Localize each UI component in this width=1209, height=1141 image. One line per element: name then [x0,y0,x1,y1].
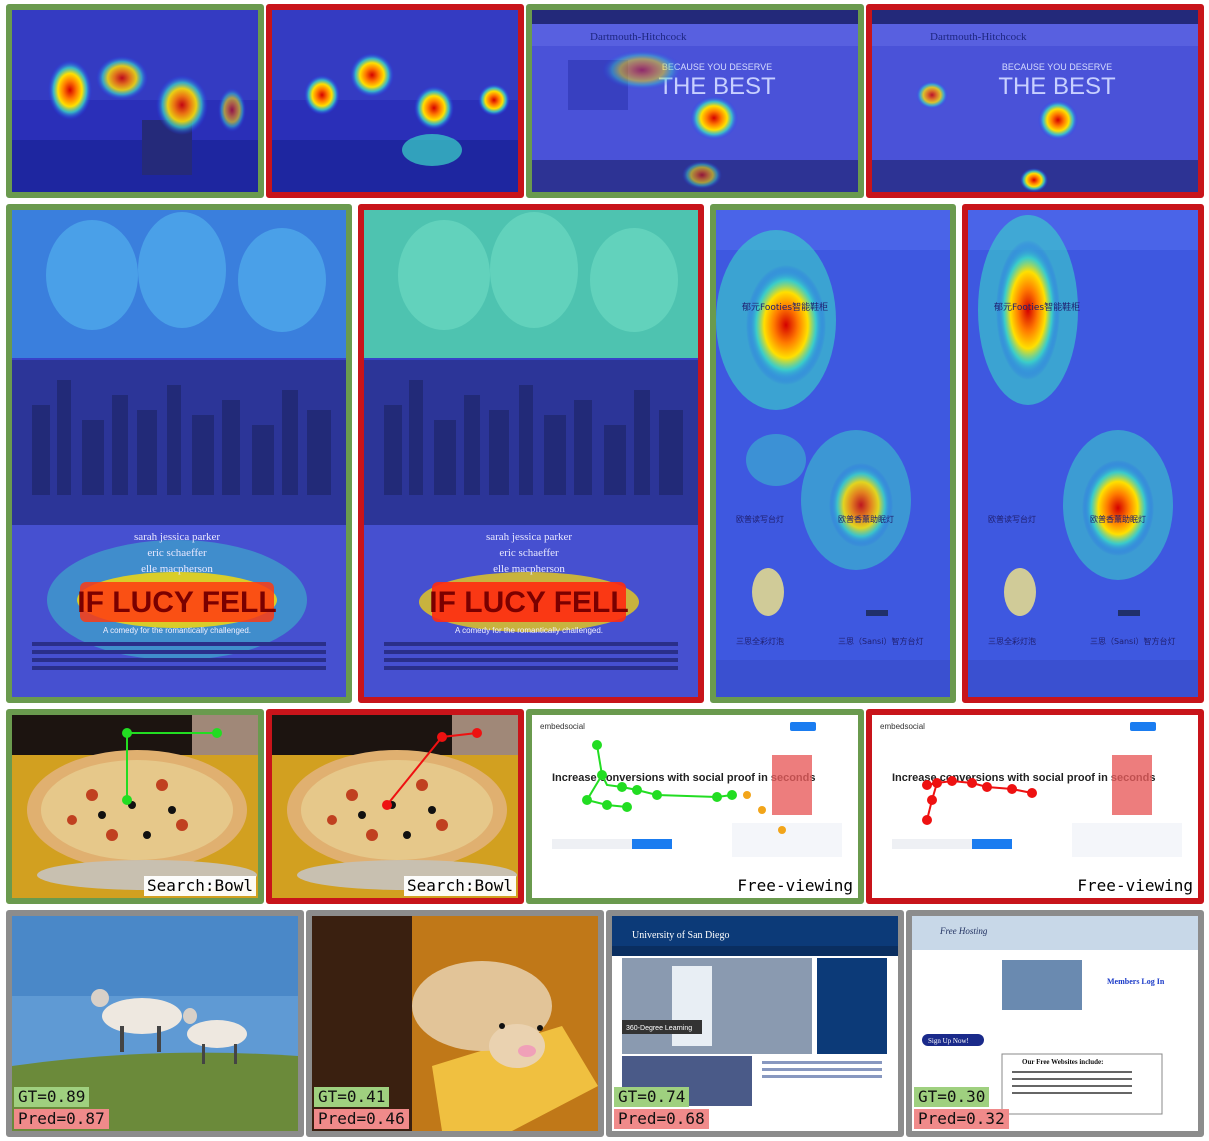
site-title: Free Hosting [939,926,988,936]
poster-title: IF LUCY FELL [77,586,276,619]
scanpath-pred-embedsocial: embedsocial Increase conversions with so… [866,709,1204,904]
poster-heatmap-image: sarah jessica parker eric schaeffer elle… [364,210,698,697]
fixation-point [727,790,737,800]
scanpath-gt-pizza: Search:Bowl [6,709,264,904]
fixation-point [1007,784,1017,794]
banner-big-text: THE BEST [998,73,1116,100]
gt-score-label: GT=0.74 [614,1087,690,1107]
poster-tagline: A comedy for the romantically challenged… [455,626,603,635]
credit-line: eric schaeffer [147,547,207,559]
banner-small-text: BECAUSE YOU DESERVE [662,62,772,72]
product-label: 三思（Sansi）智方台灯 [1090,636,1175,646]
fixation-point [947,776,957,786]
saliency-pred-street [266,4,524,198]
mobile-heatmap-image: 郁元Footies智能鞋柜 欧普读写台灯 欧普香薰助眠灯 三思全彩灯泡 三思（S… [716,210,950,697]
caption: 360-Degree Learning [626,1025,692,1032]
task-tag: Search:Bowl [404,876,516,896]
score-sheep: GT=0.89 Pred=0.87 [6,910,304,1137]
fixation-point [122,728,132,738]
street-heatmap-image [272,10,518,192]
saliency-pred-poster: sarah jessica parker eric schaeffer elle… [358,204,704,703]
street-heatmap-image [12,10,258,192]
site-header-text: Dartmouth-Hitchcock [590,31,687,43]
fixation-point [932,778,942,788]
fixation-point [922,815,932,825]
fixation-point [472,728,482,738]
gt-score-label: GT=0.30 [914,1087,990,1107]
poster-tagline: A comedy for the romantically challenged… [103,626,251,635]
task-tag: Free-viewing [734,876,856,896]
score-university-site: University of San Diego 360-Degree Learn… [606,910,904,1137]
fixation-point [382,800,392,810]
saliency-gt-mobile: 郁元Footies智能鞋柜 欧普读写台灯 欧普香薰助眠灯 三思全彩灯泡 三思（S… [710,204,956,703]
credit-line: elle macpherson [493,563,565,575]
product-label: 三思（Sansi）智方台灯 [838,636,923,646]
saliency-gt-website: Dartmouth-Hitchcock BECAUSE YOU DESERVE … [526,4,864,198]
product-label: 欧普香薰助眠灯 [1090,514,1146,524]
credit-line: sarah jessica parker [134,531,220,543]
fixation-point [1027,788,1037,798]
saliency-gt-street [6,4,264,198]
website-scanpath-image: embedsocial Increase conversions with so… [872,715,1198,898]
product-label: 欧普香薰助眠灯 [838,514,894,524]
fixation-point [712,792,722,802]
mobile-heatmap-image: 郁元Footies智能鞋柜 欧普读写台灯 欧普香薰助眠灯 三思全彩灯泡 三思（S… [968,210,1198,697]
fixation-point [652,790,662,800]
scanpath-pred-pizza: Search:Bowl [266,709,524,904]
product-label: 三思全彩灯泡 [988,636,1036,646]
site-logo: embedsocial [540,722,585,731]
website-scanpath-image: embedsocial Increase conversions with so… [532,715,858,898]
fixation-point [922,780,932,790]
scanpath-gt-embedsocial: embedsocial Increase conversions with so… [526,709,864,904]
headline: Increase conversions with social proof i… [552,772,815,784]
product-label: 欧普读写台灯 [736,514,784,524]
offer-heading: Our Free Websites include: [1022,1058,1103,1066]
website-heatmap-image: Dartmouth-Hitchcock BECAUSE YOU DESERVE … [872,10,1198,192]
website-heatmap-image: Dartmouth-Hitchcock BECAUSE YOU DESERVE … [532,10,858,192]
fixation-point [597,770,607,780]
login-heading: Members Log In [1107,977,1165,986]
pizza-scanpath-image [12,715,258,898]
saliency-gt-poster: sarah jessica parker eric schaeffer elle… [6,204,352,703]
signup-button[interactable]: Sign Up Now! [928,1037,969,1045]
pred-score-label: Pred=0.68 [614,1109,709,1129]
poster-heatmap-image: sarah jessica parker eric schaeffer elle… [12,210,346,697]
fixation-point [967,778,977,788]
task-tag: Free-viewing [1074,876,1196,896]
pizza-scanpath-image [272,715,518,898]
pred-score-label: Pred=0.32 [914,1109,1009,1129]
score-hamster: GT=0.41 Pred=0.46 [306,910,604,1137]
pred-score-label: Pred=0.87 [14,1109,109,1129]
saliency-pred-mobile: 郁元Footies智能鞋柜 欧普读写台灯 欧普香薰助眠灯 三思全彩灯泡 三思（S… [962,204,1204,703]
fixation-point [602,800,612,810]
fixation-point [582,795,592,805]
product-label: 三思全彩灯泡 [736,636,784,646]
fixation-point [437,732,447,742]
fixation-point [982,782,992,792]
site-logo: embedsocial [880,722,925,731]
banner-small-text: BECAUSE YOU DESERVE [1002,62,1112,72]
gt-score-label: GT=0.89 [14,1087,90,1107]
pred-score-label: Pred=0.46 [314,1109,409,1129]
credit-line: elle macpherson [141,563,213,575]
gt-score-label: GT=0.41 [314,1087,390,1107]
product-label: 郁元Footies智能鞋柜 [742,301,828,313]
fixation-point [122,795,132,805]
site-header-text: Dartmouth-Hitchcock [930,31,1027,43]
saliency-pred-website: Dartmouth-Hitchcock BECAUSE YOU DESERVE … [866,4,1204,198]
product-label: 郁元Footies智能鞋柜 [994,301,1080,313]
fixation-point [212,728,222,738]
fixation-point [927,795,937,805]
fixation-point [632,785,642,795]
score-hosting-site: Free Hosting Members Log In Sign Up Now!… [906,910,1204,1137]
fixation-point [617,782,627,792]
credit-line: eric schaeffer [499,547,559,559]
product-label: 欧普读写台灯 [988,514,1036,524]
poster-title: IF LUCY FELL [429,586,628,619]
task-tag: Search:Bowl [144,876,256,896]
fixation-point [592,740,602,750]
site-title: University of San Diego [632,930,730,941]
fixation-point [622,802,632,812]
credit-line: sarah jessica parker [486,531,572,543]
